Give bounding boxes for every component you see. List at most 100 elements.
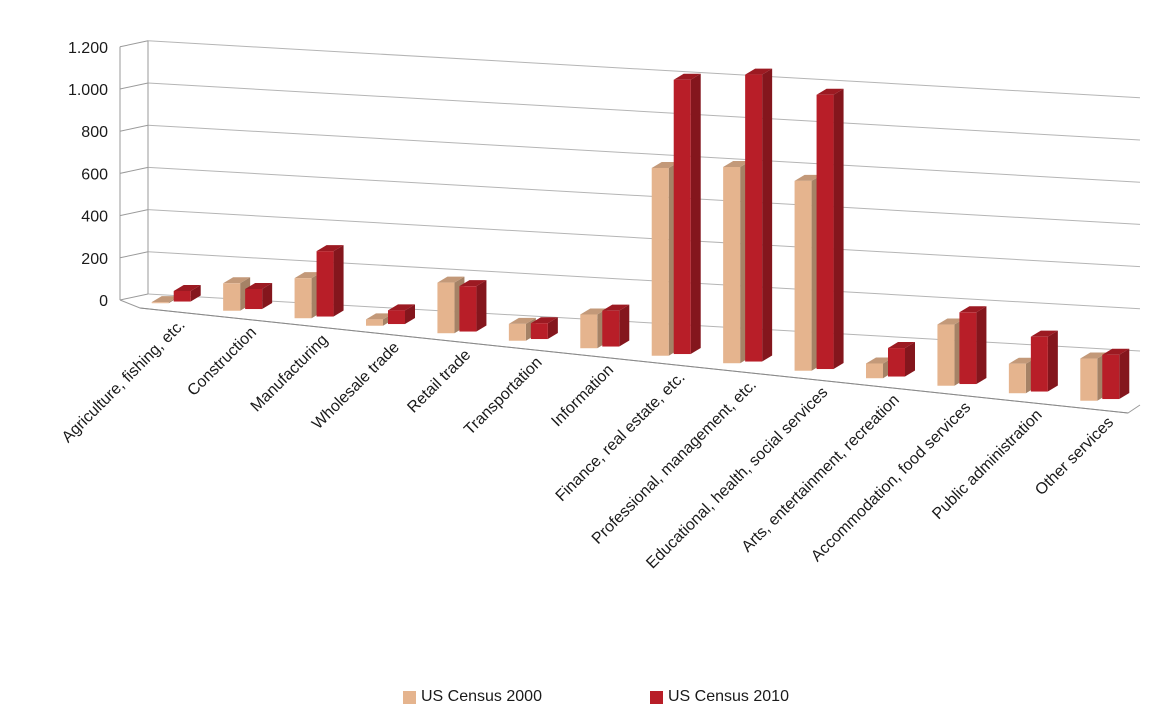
bar-2010 [245, 282, 273, 310]
category-label: Finance, real estate, etc. [553, 369, 689, 505]
bars [151, 68, 1130, 401]
bar-2010 [173, 284, 201, 302]
gridline [147, 82, 1141, 141]
bar-top [530, 317, 558, 324]
bar-front [888, 348, 905, 377]
category-label: Professional, management, etc. [589, 377, 760, 548]
category-label: Arts, entertainment, recreation [739, 392, 903, 556]
legend-item-2000: US Census 2000 [403, 688, 542, 706]
bar-top [459, 280, 487, 287]
gridline [147, 209, 1141, 268]
bar-side [690, 73, 701, 355]
bar-front [459, 286, 477, 332]
bar-top [580, 308, 608, 315]
bar-side [905, 342, 915, 377]
bar-2010 [888, 342, 915, 377]
bar-top [602, 304, 630, 311]
legend-item-2010: US Census 2010 [650, 688, 789, 706]
gridline-side [119, 209, 149, 217]
bar-front [866, 363, 883, 379]
y-tick-label: 200 [81, 251, 108, 268]
bar-front [530, 323, 548, 340]
bar-top [316, 245, 344, 252]
bar-top [1080, 352, 1108, 359]
bar-front [794, 180, 812, 371]
bar-front [1008, 363, 1026, 394]
bar-2010 [316, 245, 344, 317]
category-label: Manufacturing [248, 332, 332, 416]
bar-front [602, 310, 620, 347]
gridline-side [119, 166, 149, 174]
gridlines [119, 40, 1141, 352]
gridline [147, 124, 1141, 183]
category-label: Agriculture, fishing, etc. [59, 317, 189, 447]
bar-side [976, 306, 987, 385]
bar-front [937, 324, 955, 386]
bar-side [547, 317, 558, 340]
bar-2010 [816, 88, 844, 370]
gridline-side [119, 251, 149, 259]
bar-front [745, 74, 763, 362]
bar-top [151, 296, 179, 303]
legend-label-2010: US Census 2010 [668, 688, 789, 705]
bar-top [1030, 330, 1058, 337]
bar-front [1030, 336, 1048, 392]
bar-top [1008, 357, 1036, 364]
bar-side [1047, 330, 1058, 392]
bar-side [476, 280, 487, 332]
bar-top [937, 318, 965, 325]
legend-swatch-2010 [650, 690, 663, 704]
legend-swatch-2000 [403, 690, 416, 704]
bar-front [1102, 354, 1120, 400]
bar-top [651, 161, 679, 168]
bar-2010 [388, 304, 415, 325]
y-tick-label: 1.200 [68, 40, 108, 57]
gridline-side [119, 293, 149, 301]
axes [119, 40, 1141, 414]
bar-top [366, 313, 393, 320]
bar-front [959, 312, 977, 385]
bar-side [190, 284, 201, 302]
bar-side [333, 245, 344, 317]
category-label: Other services [1032, 414, 1117, 499]
bar-2010 [673, 73, 701, 355]
category-label: Retail trade [404, 346, 474, 416]
bar-side [405, 304, 415, 325]
bar-front [223, 283, 241, 311]
bar-2010 [745, 68, 773, 362]
gridline [147, 251, 1141, 310]
bar-side [619, 304, 630, 347]
bar-top [437, 276, 465, 283]
bar-top [294, 272, 322, 279]
bar-front [723, 167, 741, 364]
category-label: Transportation [461, 354, 546, 439]
bar-side [1119, 348, 1130, 400]
y-tick-label: 0 [99, 293, 108, 310]
bar-2010 [1030, 330, 1058, 392]
y-tick-label: 400 [81, 209, 108, 226]
bar-top [816, 88, 844, 95]
bar-front [816, 94, 834, 370]
bar-side [833, 88, 844, 370]
y-tick-label: 800 [81, 124, 108, 141]
bar-front [366, 319, 383, 326]
bar-front [316, 251, 334, 317]
gridline-side [119, 40, 149, 48]
bar-top [745, 68, 773, 75]
category-label: Construction [184, 324, 260, 400]
bar-front [151, 302, 169, 304]
bar-top [723, 161, 751, 167]
y-tick-label: 600 [81, 166, 108, 183]
bar-front [245, 288, 263, 310]
bar-top [508, 317, 536, 324]
bar-front [173, 290, 191, 302]
bar-2010 [959, 306, 987, 385]
bar-top [673, 73, 701, 80]
bar-2010 [530, 317, 558, 340]
bar-top [173, 284, 201, 291]
bar-front [673, 79, 691, 355]
bar-front [1080, 358, 1098, 401]
bar-top [866, 357, 893, 364]
category-label: Information [548, 362, 617, 431]
